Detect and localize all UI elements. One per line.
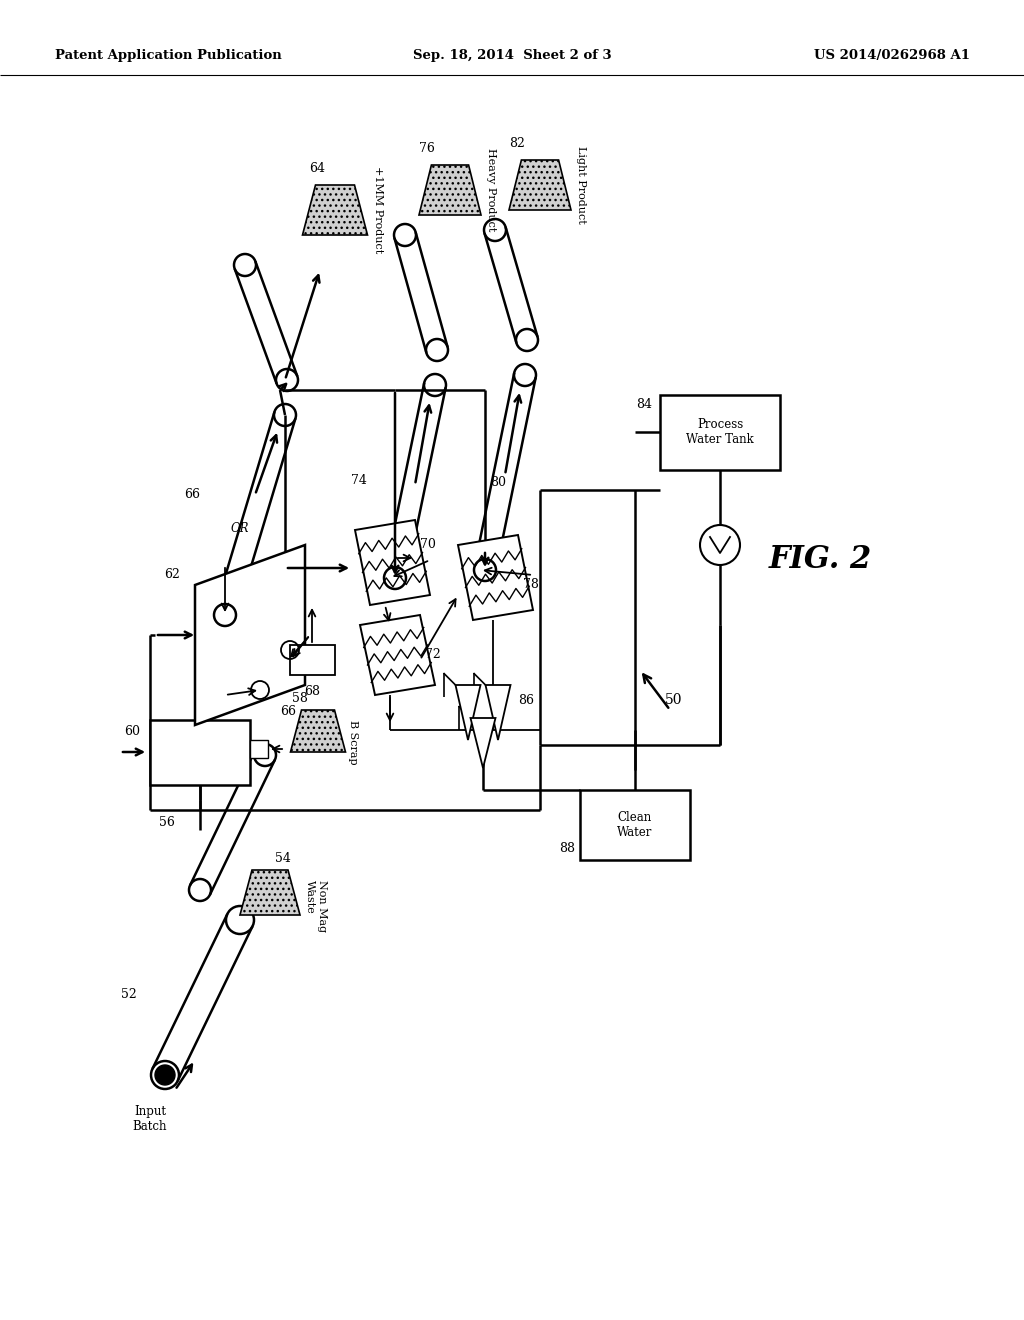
Text: FIG. 2: FIG. 2 [768,544,871,576]
Text: US 2014/0262968 A1: US 2014/0262968 A1 [814,49,970,62]
Text: 62: 62 [164,569,180,582]
Polygon shape [458,535,534,620]
Polygon shape [509,160,571,210]
Bar [660,395,780,470]
Text: 50: 50 [665,693,683,708]
Text: 72: 72 [425,648,440,661]
Text: B Scrap: B Scrap [348,719,358,764]
Bar [290,645,335,675]
Text: 78: 78 [523,578,539,591]
Text: 84: 84 [636,399,652,412]
Polygon shape [195,545,305,725]
Polygon shape [302,185,368,235]
Text: 56: 56 [159,816,175,829]
Text: 88: 88 [559,842,575,855]
Text: 70: 70 [420,539,436,552]
Text: Patent Application Publication: Patent Application Publication [55,49,282,62]
Polygon shape [355,520,430,605]
Text: 80: 80 [490,475,506,488]
Text: OR: OR [230,521,249,535]
Text: 64: 64 [309,162,325,176]
Text: Non Mag
Waste: Non Mag Waste [305,880,327,932]
Polygon shape [419,165,481,215]
Text: Input
Batch: Input Batch [133,1105,167,1133]
Text: 58: 58 [292,692,308,705]
Text: 60: 60 [124,725,140,738]
Text: Light Product: Light Product [575,147,586,224]
Text: 82: 82 [509,137,525,150]
Polygon shape [470,718,496,768]
Text: 66: 66 [184,488,200,502]
Polygon shape [485,685,511,741]
Polygon shape [291,710,345,752]
Polygon shape [456,685,480,741]
Polygon shape [360,615,435,696]
Text: 86: 86 [518,693,534,706]
Text: +1MM Product: +1MM Product [373,166,383,253]
Text: Heavy Product: Heavy Product [486,148,496,232]
Bar [580,789,690,861]
Text: 52: 52 [121,989,137,1002]
Circle shape [700,525,740,565]
Text: 54: 54 [275,851,291,865]
Text: Process
Water Tank: Process Water Tank [686,418,754,446]
Text: 66: 66 [280,705,296,718]
Bar [250,741,268,758]
Text: 68: 68 [304,685,319,698]
Text: Sep. 18, 2014  Sheet 2 of 3: Sep. 18, 2014 Sheet 2 of 3 [413,49,611,62]
Text: 74: 74 [351,474,367,487]
Text: 76: 76 [419,143,435,154]
Polygon shape [240,870,300,915]
Bar [150,719,250,785]
Text: Clean
Water: Clean Water [617,810,652,840]
Circle shape [155,1065,175,1085]
